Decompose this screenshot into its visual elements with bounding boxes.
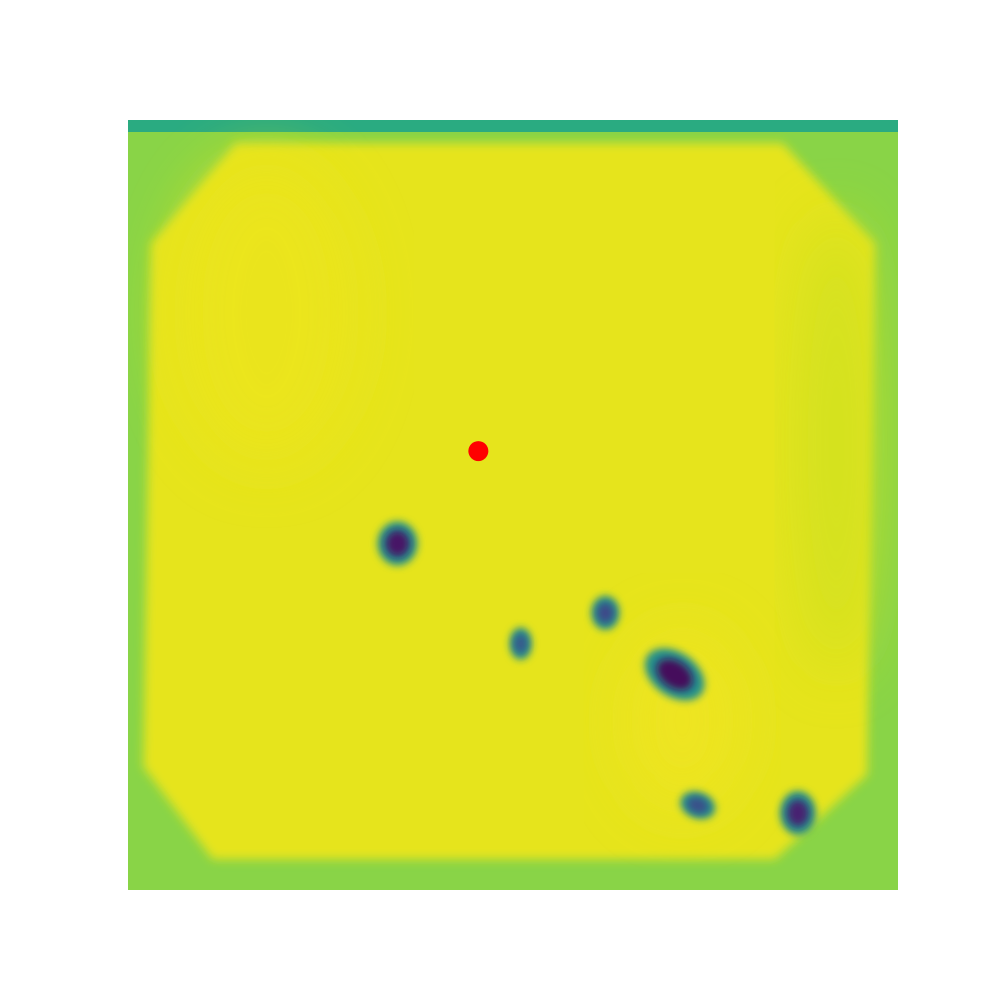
heatmap-blob-blob-4 <box>644 648 705 701</box>
heatmap-top-edge <box>128 120 898 132</box>
heatmap-blob-blob-3 <box>509 627 532 660</box>
heatmap-blob-blob-1 <box>377 521 418 566</box>
heatmap-blob-blob-6 <box>779 791 816 835</box>
heatmap-blob-core <box>687 797 709 814</box>
heatmap-region-interior-upper-left <box>174 158 359 467</box>
marker-point <box>468 441 489 462</box>
heatmap-blob-core <box>597 602 614 623</box>
heatmap-blob-core <box>514 634 528 654</box>
heatmap-region-interior-right-band <box>797 212 875 675</box>
heatmap-blob-blob-2 <box>591 595 620 630</box>
heatmap-blob-blob-5 <box>680 791 716 819</box>
heatmap-blob-core <box>787 799 809 827</box>
heatmap-blob-core <box>656 658 693 691</box>
heatmap-blob-core <box>385 530 410 557</box>
